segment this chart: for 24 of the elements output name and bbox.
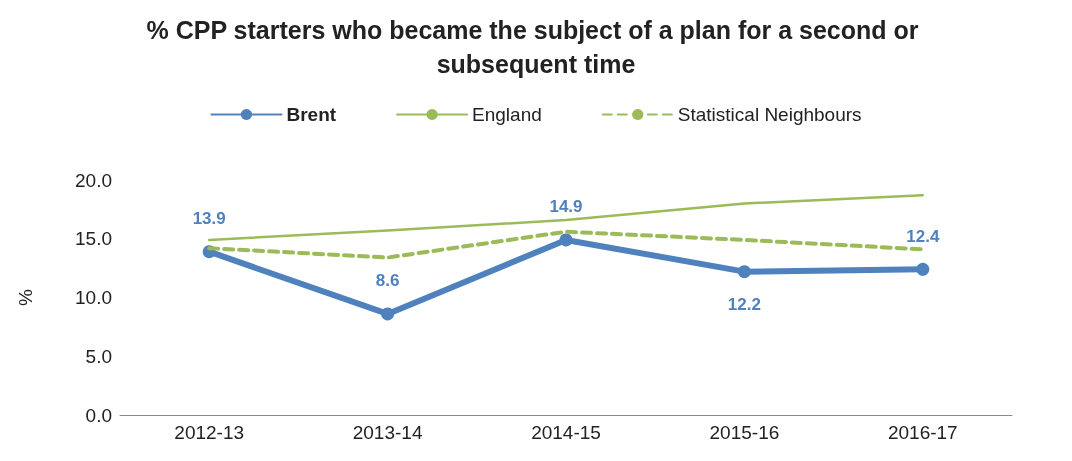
x-tick-label: 2012-13 [174,422,245,443]
chart-title: % CPP starters who became the subject of a plan for a second or subsequent time [146,16,926,78]
y-tick-label: 15.0 [75,228,112,250]
point [737,265,751,279]
y-tick-label: 0.0 [85,404,112,426]
y-tick-label: 10.0 [75,287,112,308]
legend-label: England [472,104,542,125]
point [381,307,395,321]
x-tick-label: 2014-15 [531,422,601,443]
point [916,262,930,276]
data-label: 12.4 [906,226,940,246]
x-tick-label: 2013-14 [352,422,423,443]
point [559,233,573,247]
y-tick-label: 5.0 [85,345,112,367]
legend-label: Brent [286,104,337,125]
y-axis-title: % [15,288,36,306]
data-label: 13.9 [192,209,226,229]
data-label: 12.2 [727,295,761,315]
x-tick-label: 2015-16 [709,422,780,443]
data-label: 8.6 [375,271,400,291]
data-label: 14.9 [549,197,583,217]
x-tick-label: 2016-17 [887,422,958,443]
y-tick-label: 20.0 [75,169,112,191]
legend-label: Statistical Neighbours [677,104,862,125]
